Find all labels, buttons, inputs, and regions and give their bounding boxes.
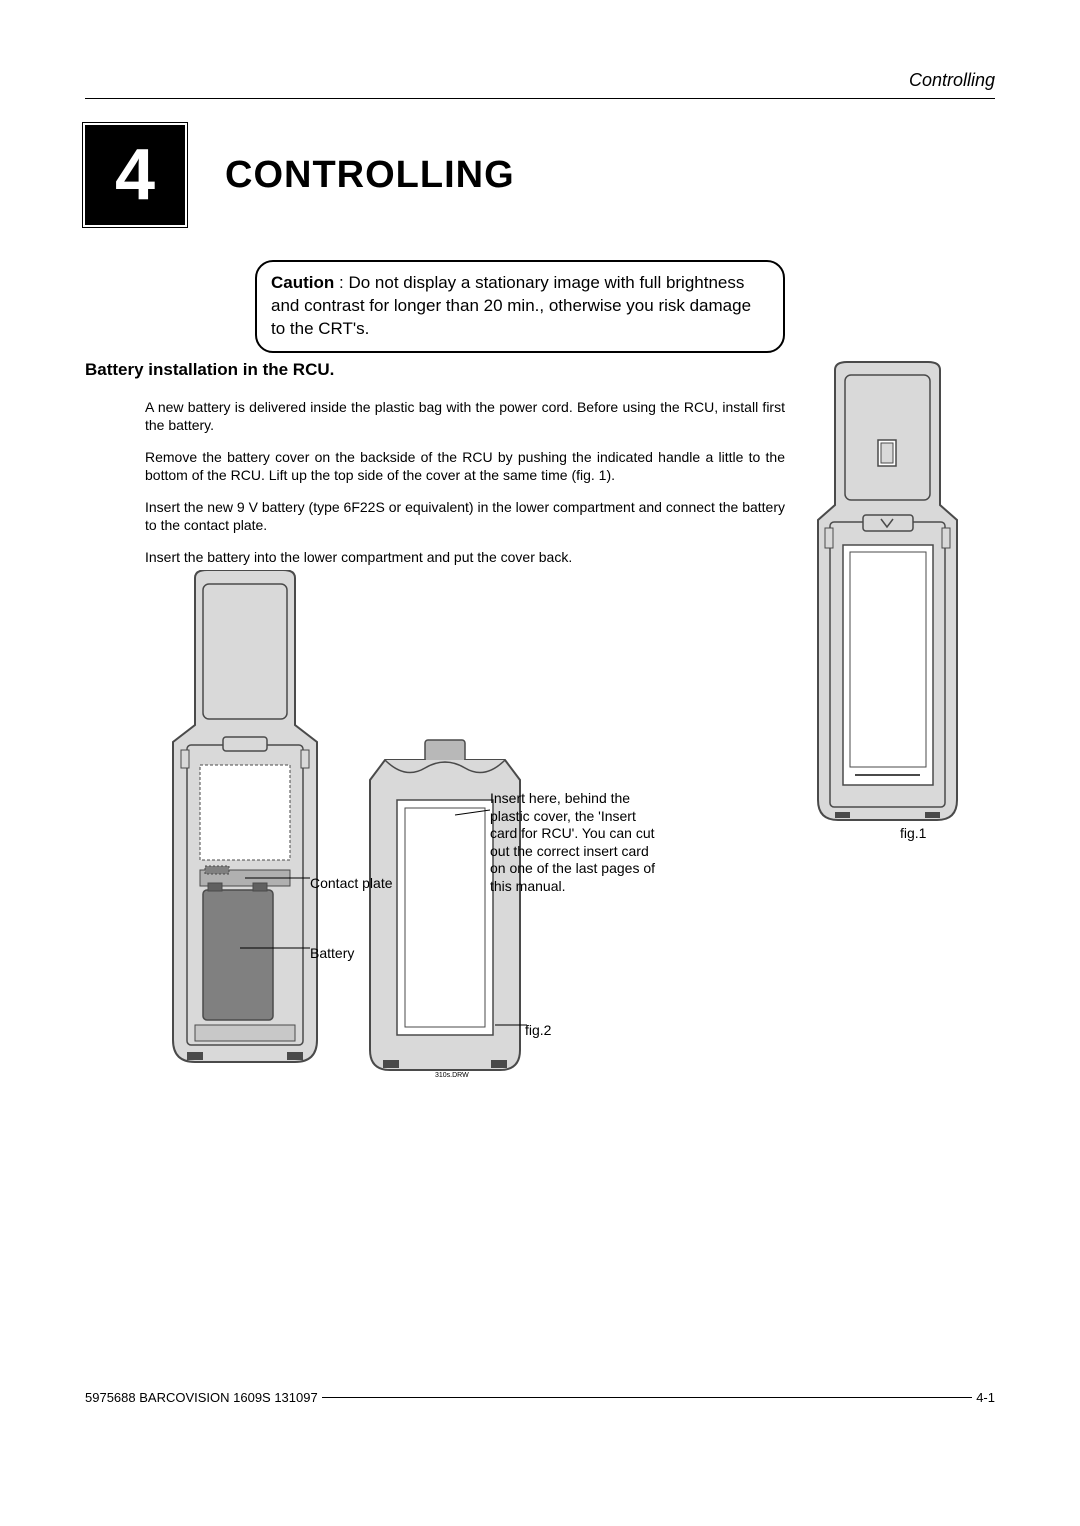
caution-text: : Do not display a stationary image with…	[271, 273, 751, 338]
footer-left: 5975688 BARCOVISION 1609S 131097	[85, 1390, 318, 1405]
drw-label: 310s.DRW	[435, 1072, 469, 1079]
section-heading: Battery installation in the RCU.	[85, 360, 334, 380]
annotation-insert-here: Insert here, behind the plastic cover, t…	[490, 790, 660, 895]
chapter-title: CONTROLLING	[225, 154, 515, 197]
header-rule	[85, 98, 995, 99]
footer-right: 4-1	[976, 1390, 995, 1405]
paragraph-2: Remove the battery cover on the backside…	[145, 448, 785, 484]
figure-2-rcu-battery	[145, 570, 345, 1070]
annotation-contact-plate: Contact plate	[310, 875, 393, 892]
paragraph-1: A new battery is delivered inside the pl…	[145, 398, 785, 434]
header-section-label: Controlling	[909, 70, 995, 91]
figure-1-rcu	[805, 360, 970, 830]
footer-rule	[322, 1397, 972, 1398]
chapter-header: 4 CONTROLLING	[85, 125, 515, 225]
fig-2-label: fig.2	[525, 1022, 551, 1038]
paragraph-3: Insert the new 9 V battery (type 6F22S o…	[145, 498, 785, 534]
chapter-number: 4	[85, 125, 185, 225]
caution-label: Caution	[271, 273, 334, 292]
figure-2-cover	[355, 720, 535, 1080]
paragraph-4: Insert the battery into the lower compar…	[145, 548, 785, 566]
footer: 5975688 BARCOVISION 1609S 131097 4-1	[85, 1390, 995, 1405]
caution-box: Caution : Do not display a stationary im…	[255, 260, 785, 353]
fig-1-label: fig.1	[900, 825, 926, 841]
annotation-battery: Battery	[310, 945, 354, 961]
